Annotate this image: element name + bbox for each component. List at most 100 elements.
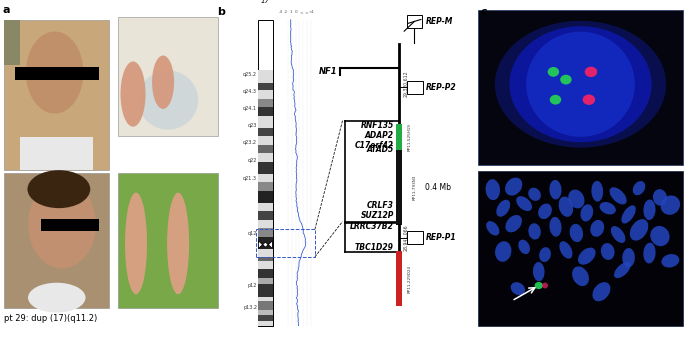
Text: SUZ12P: SUZ12P bbox=[360, 211, 394, 220]
Text: <: < bbox=[304, 10, 308, 14]
Bar bbox=[258, 297, 273, 301]
Text: <1: <1 bbox=[308, 10, 314, 14]
Bar bbox=[407, 15, 422, 28]
Ellipse shape bbox=[591, 181, 603, 202]
Bar bbox=[258, 136, 273, 145]
Bar bbox=[258, 153, 273, 162]
Ellipse shape bbox=[534, 282, 543, 289]
Ellipse shape bbox=[593, 282, 610, 301]
Bar bbox=[258, 211, 273, 220]
Ellipse shape bbox=[486, 221, 499, 236]
Bar bbox=[258, 269, 273, 278]
Text: 29,320,612: 29,320,612 bbox=[403, 71, 408, 97]
Text: b: b bbox=[216, 7, 225, 17]
Ellipse shape bbox=[614, 262, 631, 278]
Bar bbox=[478, 171, 683, 326]
Bar bbox=[258, 107, 273, 116]
Text: REP-P2: REP-P2 bbox=[426, 83, 457, 92]
Bar bbox=[258, 237, 273, 249]
Text: -4: -4 bbox=[279, 10, 282, 14]
Ellipse shape bbox=[611, 226, 625, 243]
Ellipse shape bbox=[643, 243, 656, 263]
Text: q22: q22 bbox=[248, 158, 257, 163]
Bar bbox=[4, 20, 109, 170]
Bar bbox=[407, 231, 423, 244]
Ellipse shape bbox=[660, 196, 680, 215]
Ellipse shape bbox=[580, 204, 593, 221]
Text: ATAD5: ATAD5 bbox=[366, 145, 394, 155]
Bar bbox=[258, 162, 273, 174]
Ellipse shape bbox=[505, 178, 522, 196]
Ellipse shape bbox=[528, 188, 541, 201]
Bar bbox=[258, 301, 273, 311]
Bar bbox=[258, 90, 273, 99]
Ellipse shape bbox=[570, 224, 583, 242]
Text: q24.3: q24.3 bbox=[243, 89, 257, 94]
Ellipse shape bbox=[125, 193, 147, 294]
Bar bbox=[396, 251, 402, 306]
Ellipse shape bbox=[585, 67, 597, 77]
Text: REP-M: REP-M bbox=[426, 17, 453, 26]
Bar bbox=[258, 99, 273, 107]
Ellipse shape bbox=[550, 95, 561, 104]
Text: -2: -2 bbox=[284, 10, 288, 14]
Ellipse shape bbox=[643, 200, 656, 220]
Ellipse shape bbox=[497, 200, 510, 217]
Ellipse shape bbox=[528, 223, 540, 240]
Bar bbox=[258, 116, 273, 128]
Ellipse shape bbox=[583, 95, 595, 105]
Ellipse shape bbox=[549, 217, 562, 237]
Ellipse shape bbox=[539, 247, 551, 262]
Ellipse shape bbox=[138, 71, 198, 130]
Bar bbox=[258, 284, 273, 297]
Ellipse shape bbox=[610, 187, 627, 204]
Ellipse shape bbox=[121, 61, 145, 127]
Bar bbox=[258, 220, 273, 228]
Bar bbox=[258, 321, 273, 326]
Ellipse shape bbox=[621, 205, 636, 223]
Text: CRLF3: CRLF3 bbox=[367, 201, 394, 210]
Ellipse shape bbox=[578, 247, 596, 265]
Text: RP11-229D24: RP11-229D24 bbox=[408, 264, 412, 293]
Polygon shape bbox=[258, 241, 273, 248]
Ellipse shape bbox=[538, 203, 552, 219]
Text: TBC1D29: TBC1D29 bbox=[355, 243, 394, 252]
Text: RNF135: RNF135 bbox=[360, 121, 394, 130]
Bar bbox=[258, 70, 273, 82]
Bar bbox=[258, 20, 273, 326]
Ellipse shape bbox=[560, 75, 572, 84]
Ellipse shape bbox=[28, 180, 96, 268]
Ellipse shape bbox=[558, 197, 573, 217]
Text: p12: p12 bbox=[248, 283, 257, 288]
Bar bbox=[258, 228, 273, 237]
Bar bbox=[256, 230, 315, 257]
Ellipse shape bbox=[28, 283, 86, 313]
Bar bbox=[20, 137, 93, 170]
Ellipse shape bbox=[572, 266, 589, 286]
Text: LRRC37B2: LRRC37B2 bbox=[350, 222, 394, 231]
Bar bbox=[258, 315, 273, 321]
Ellipse shape bbox=[506, 215, 522, 232]
Text: q12: q12 bbox=[248, 232, 257, 236]
Ellipse shape bbox=[549, 180, 562, 199]
Ellipse shape bbox=[630, 219, 648, 241]
Text: q23.2: q23.2 bbox=[243, 140, 257, 145]
Text: q24.1: q24.1 bbox=[243, 106, 257, 111]
Bar bbox=[478, 10, 683, 165]
Ellipse shape bbox=[601, 243, 614, 260]
Ellipse shape bbox=[510, 26, 651, 142]
Text: 1: 1 bbox=[290, 10, 292, 14]
Bar bbox=[258, 278, 273, 284]
Ellipse shape bbox=[542, 283, 548, 288]
Ellipse shape bbox=[560, 241, 573, 259]
Text: 17: 17 bbox=[261, 0, 270, 3]
Ellipse shape bbox=[486, 179, 500, 200]
Text: p13.2: p13.2 bbox=[243, 305, 257, 310]
Ellipse shape bbox=[662, 254, 680, 267]
Bar bbox=[258, 257, 273, 261]
Bar bbox=[258, 311, 273, 315]
Text: NF1: NF1 bbox=[319, 67, 337, 76]
Ellipse shape bbox=[152, 56, 174, 109]
Bar bbox=[258, 191, 273, 203]
Bar bbox=[258, 182, 273, 191]
